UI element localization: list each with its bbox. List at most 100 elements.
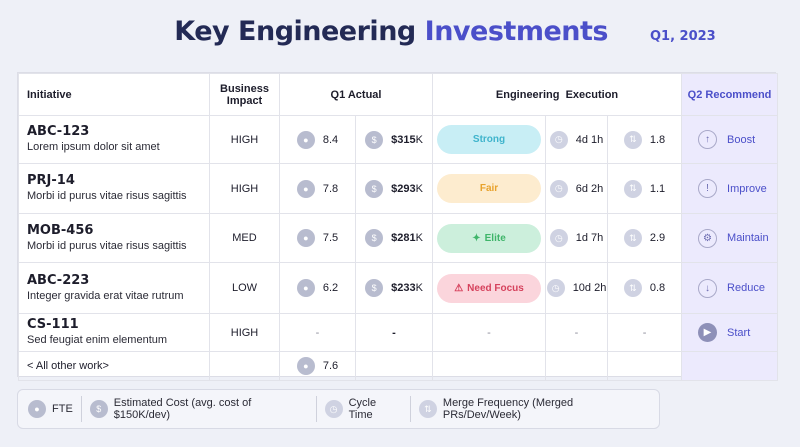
initiative-code: PRJ-14 bbox=[27, 173, 75, 188]
recommend-improve[interactable]: ! Improve bbox=[682, 179, 777, 198]
cost-value: $293 bbox=[391, 182, 416, 195]
page-header: Key Engineering Investments Q1, 2023 bbox=[0, 16, 800, 56]
impact-value: HIGH bbox=[209, 115, 280, 164]
recommend-boost[interactable]: ↑ Boost bbox=[682, 130, 777, 149]
initiative-description: Integer gravida erat vitae rutrum bbox=[27, 289, 184, 302]
merge-frequency-value: 2.9 bbox=[649, 232, 666, 244]
status-label: Fair bbox=[479, 183, 499, 194]
recommend-label: Reduce bbox=[727, 282, 765, 294]
clock-icon: ◷ bbox=[549, 179, 568, 198]
table-row: MOB-456 Morbi id purus vitae risus sagitt… bbox=[18, 213, 779, 263]
fte-value: 8.4 bbox=[322, 133, 339, 146]
alert-icon: ⚠ bbox=[454, 282, 464, 294]
recommend-label: Maintain bbox=[727, 232, 769, 244]
table-row: ABC-223 Integer gravida erat vitae rutrum… bbox=[18, 262, 779, 314]
legend-divider bbox=[315, 396, 317, 422]
fte-value: - bbox=[279, 313, 356, 352]
status-badge: Fair bbox=[437, 174, 542, 203]
initiative-code: ABC-123 bbox=[27, 124, 90, 139]
legend-cost: $ Estimated Cost (avg. cost of $150K/dev… bbox=[89, 397, 316, 421]
fte-value: 7.5 bbox=[322, 232, 339, 244]
initiative-code: ABC-223 bbox=[27, 272, 90, 288]
legend-label: Estimated Cost (avg. cost of $150K/dev) bbox=[113, 397, 252, 421]
merge-frequency-value: 1.1 bbox=[649, 182, 666, 195]
person-icon: ● bbox=[296, 130, 315, 149]
legend-divider bbox=[80, 396, 82, 422]
title-accent-text: Investments bbox=[424, 16, 609, 47]
title-main-text: Key Engineering bbox=[174, 16, 416, 47]
fte-value: 7.8 bbox=[322, 182, 339, 195]
initiative-description: Sed feugiat enim elementum bbox=[27, 334, 168, 346]
cost-unit: K bbox=[415, 282, 423, 294]
status-label: Strong bbox=[472, 134, 506, 145]
status-label: Need Focus bbox=[467, 282, 524, 294]
coins-icon: $ bbox=[365, 229, 384, 247]
legend-fte: ● FTE bbox=[28, 400, 81, 418]
gear-icon: ⚙ bbox=[698, 228, 718, 248]
coins-icon: $ bbox=[365, 179, 384, 198]
fte-value: 7.6 bbox=[322, 360, 339, 372]
arrow-down-icon: ↓ bbox=[698, 278, 718, 298]
initiative-description: Lorem ipsum dolor sit amet bbox=[27, 141, 160, 153]
coins-icon: $ bbox=[365, 279, 384, 297]
clock-icon: ◷ bbox=[324, 400, 343, 418]
merge-icon: ⇅ bbox=[623, 179, 642, 198]
cost-value: $233 bbox=[391, 282, 416, 294]
merge-icon: ⇅ bbox=[623, 130, 642, 149]
cost-unit: K bbox=[415, 232, 423, 244]
merge-icon: ⇅ bbox=[623, 279, 642, 297]
recommend-reduce[interactable]: ↓ Reduce bbox=[682, 278, 777, 298]
impact-value: HIGH bbox=[209, 163, 280, 214]
person-icon: ● bbox=[296, 279, 315, 297]
cost-unit: K bbox=[415, 182, 423, 195]
person-icon: ● bbox=[296, 179, 315, 198]
merge-frequency-value: - bbox=[607, 313, 683, 352]
status-badge: Strong bbox=[437, 125, 542, 154]
header-q2-recommend: Q2 Recommend bbox=[681, 73, 779, 116]
person-icon: ● bbox=[28, 400, 46, 418]
clock-icon: ◷ bbox=[546, 279, 565, 297]
fte-value: 6.2 bbox=[322, 282, 339, 294]
legend-cycle-time: ◷ Cycle Time bbox=[324, 397, 410, 421]
coins-icon: $ bbox=[89, 400, 108, 418]
cost-value: $281 bbox=[391, 232, 416, 244]
clock-icon: ◷ bbox=[549, 229, 568, 247]
legend-label: Merge Frequency (Merged PRs/Dev/Week) bbox=[442, 397, 574, 421]
merge-icon: ⇅ bbox=[623, 229, 642, 247]
initiative-description: Morbi id purus vitae risus sagittis bbox=[27, 190, 187, 202]
merge-frequency-value: 0.8 bbox=[649, 282, 666, 294]
header-initiative: Initiative bbox=[18, 73, 210, 116]
sparkle-icon: ✦ bbox=[472, 232, 481, 244]
investments-table: Initiative Business Impact Q1 Actual Eng… bbox=[17, 72, 779, 381]
status-label: Elite bbox=[484, 232, 506, 244]
legend-label: Cycle Time bbox=[348, 397, 377, 421]
recommend-label: Boost bbox=[727, 133, 756, 146]
header-engineering-execution: Engineering Execution bbox=[432, 73, 683, 116]
recommend-maintain[interactable]: ⚙ Maintain bbox=[682, 228, 777, 248]
impact-value: MED bbox=[209, 213, 280, 263]
status-badge: ✦ Elite bbox=[437, 223, 542, 253]
cycle-time-value: 4d 1h bbox=[575, 133, 604, 146]
person-icon: ● bbox=[296, 357, 315, 375]
cycle-time-value: 10d 2h bbox=[572, 282, 607, 294]
arrow-up-icon: ↑ bbox=[698, 130, 718, 149]
legend-divider bbox=[409, 396, 411, 422]
recommend-label: Start bbox=[727, 326, 751, 339]
impact-value: HIGH bbox=[209, 313, 280, 352]
cost-value: - bbox=[354, 313, 434, 352]
period-label: Q1, 2023 bbox=[649, 29, 716, 44]
coins-icon: $ bbox=[365, 130, 384, 149]
table-row: PRJ-14 Morbi id purus vitae risus sagitti… bbox=[18, 163, 779, 214]
cost-unit: K bbox=[415, 133, 423, 146]
play-icon: ▶ bbox=[698, 323, 718, 342]
table-row: CS-111 Sed feugiat enim elementum HIGH - … bbox=[18, 313, 779, 352]
status-badge: ⚠ Need Focus bbox=[437, 273, 542, 303]
page-title: Key Engineering Investments bbox=[174, 16, 608, 47]
legend: ● FTE $ Estimated Cost (avg. cost of $15… bbox=[17, 389, 660, 429]
legend-label: FTE bbox=[52, 403, 73, 415]
merge-frequency-value: 1.8 bbox=[649, 133, 666, 146]
cycle-time-value: 6d 2h bbox=[575, 182, 604, 195]
table-header-row: Initiative Business Impact Q1 Actual Eng… bbox=[18, 73, 779, 116]
recommend-start[interactable]: ▶ Start bbox=[682, 323, 777, 342]
table-row: ABC-123 Lorem ipsum dolor sit amet HIGH ●… bbox=[18, 115, 779, 164]
